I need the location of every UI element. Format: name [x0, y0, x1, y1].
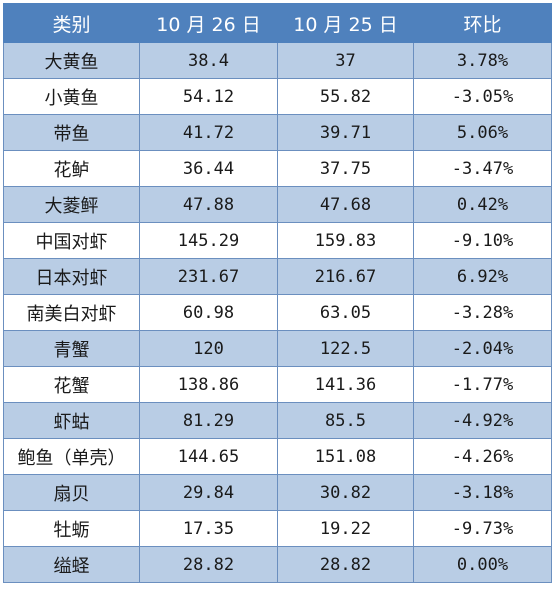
change-cell: 0.00% — [413, 546, 552, 583]
oct26-price-cell: 36.44 — [139, 150, 278, 187]
oct26-price-cell: 47.88 — [139, 186, 278, 223]
table-row: 扇贝 29.84 30.82 -3.18% — [3, 474, 552, 511]
change-cell: -3.18% — [413, 474, 552, 511]
table-row: 日本对虾 231.67 216.67 6.92% — [3, 258, 552, 295]
category-cell: 大黄鱼 — [3, 42, 140, 79]
header-row: 类别 10 月 26 日 10 月 25 日 环比 — [3, 3, 552, 43]
change-cell: -4.26% — [413, 438, 552, 475]
oct25-price-cell: 159.83 — [277, 222, 414, 259]
category-cell: 小黄鱼 — [3, 78, 140, 115]
category-cell: 缢蛏 — [3, 546, 140, 583]
table-row: 花鲈 36.44 37.75 -3.47% — [3, 150, 552, 187]
table-row: 鲍鱼（单壳） 144.65 151.08 -4.26% — [3, 438, 552, 475]
oct25-price-cell: 19.22 — [277, 510, 414, 547]
oct26-price-cell: 138.86 — [139, 366, 278, 403]
table-body: 大黄鱼 38.4 37 3.78% 小黄鱼 54.12 55.82 -3.05%… — [3, 42, 552, 583]
oct26-price-cell: 41.72 — [139, 114, 278, 151]
header-oct25: 10 月 25 日 — [277, 3, 414, 43]
oct25-price-cell: 39.71 — [277, 114, 414, 151]
change-cell: 6.92% — [413, 258, 552, 295]
oct26-price-cell: 145.29 — [139, 222, 278, 259]
change-cell: 0.42% — [413, 186, 552, 223]
oct26-price-cell: 54.12 — [139, 78, 278, 115]
table-row: 大菱鲆 47.88 47.68 0.42% — [3, 186, 552, 223]
oct26-price-cell: 38.4 — [139, 42, 278, 79]
category-cell: 青蟹 — [3, 330, 140, 367]
table-row: 花蟹 138.86 141.36 -1.77% — [3, 366, 552, 403]
oct25-price-cell: 63.05 — [277, 294, 414, 331]
category-cell: 扇贝 — [3, 474, 140, 511]
oct25-price-cell: 47.68 — [277, 186, 414, 223]
oct25-price-cell: 141.36 — [277, 366, 414, 403]
category-cell: 大菱鲆 — [3, 186, 140, 223]
category-cell: 中国对虾 — [3, 222, 140, 259]
category-cell: 花蟹 — [3, 366, 140, 403]
oct26-price-cell: 144.65 — [139, 438, 278, 475]
change-cell: -3.05% — [413, 78, 552, 115]
table-row: 青蟹 120 122.5 -2.04% — [3, 330, 552, 367]
change-cell: 3.78% — [413, 42, 552, 79]
oct25-price-cell: 37 — [277, 42, 414, 79]
category-cell: 虾蛄 — [3, 402, 140, 439]
change-cell: -2.04% — [413, 330, 552, 367]
price-comparison-table: 类别 10 月 26 日 10 月 25 日 环比 大黄鱼 38.4 37 3.… — [3, 3, 552, 583]
change-cell: 5.06% — [413, 114, 552, 151]
category-cell: 日本对虾 — [3, 258, 140, 295]
change-cell: -9.73% — [413, 510, 552, 547]
table-row: 缢蛏 28.82 28.82 0.00% — [3, 546, 552, 583]
table-row: 小黄鱼 54.12 55.82 -3.05% — [3, 78, 552, 115]
oct25-price-cell: 151.08 — [277, 438, 414, 475]
change-cell: -3.28% — [413, 294, 552, 331]
table-row: 南美白对虾 60.98 63.05 -3.28% — [3, 294, 552, 331]
oct25-price-cell: 37.75 — [277, 150, 414, 187]
oct25-price-cell: 30.82 — [277, 474, 414, 511]
table-row: 带鱼 41.72 39.71 5.06% — [3, 114, 552, 151]
change-cell: -3.47% — [413, 150, 552, 187]
category-cell: 带鱼 — [3, 114, 140, 151]
oct25-price-cell: 216.67 — [277, 258, 414, 295]
oct25-price-cell: 122.5 — [277, 330, 414, 367]
oct25-price-cell: 28.82 — [277, 546, 414, 583]
oct25-price-cell: 55.82 — [277, 78, 414, 115]
category-cell: 鲍鱼（单壳） — [3, 438, 140, 475]
table-row: 中国对虾 145.29 159.83 -9.10% — [3, 222, 552, 259]
oct26-price-cell: 17.35 — [139, 510, 278, 547]
table-row: 牡蛎 17.35 19.22 -9.73% — [3, 510, 552, 547]
header-oct26: 10 月 26 日 — [139, 3, 278, 43]
category-cell: 花鲈 — [3, 150, 140, 187]
table-row: 虾蛄 81.29 85.5 -4.92% — [3, 402, 552, 439]
change-cell: -1.77% — [413, 366, 552, 403]
category-cell: 牡蛎 — [3, 510, 140, 547]
oct26-price-cell: 60.98 — [139, 294, 278, 331]
table-row: 大黄鱼 38.4 37 3.78% — [3, 42, 552, 79]
change-cell: -4.92% — [413, 402, 552, 439]
oct26-price-cell: 28.82 — [139, 546, 278, 583]
header-category: 类别 — [3, 3, 140, 43]
oct26-price-cell: 120 — [139, 330, 278, 367]
table-header: 类别 10 月 26 日 10 月 25 日 环比 — [3, 3, 552, 43]
header-change: 环比 — [413, 3, 552, 43]
oct26-price-cell: 231.67 — [139, 258, 278, 295]
oct26-price-cell: 29.84 — [139, 474, 278, 511]
change-cell: -9.10% — [413, 222, 552, 259]
oct25-price-cell: 85.5 — [277, 402, 414, 439]
oct26-price-cell: 81.29 — [139, 402, 278, 439]
category-cell: 南美白对虾 — [3, 294, 140, 331]
